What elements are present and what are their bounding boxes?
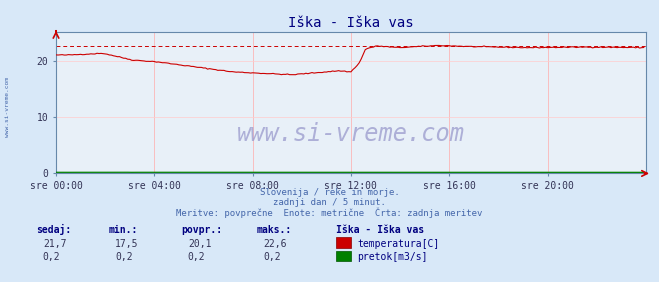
Text: 0,2: 0,2 — [264, 252, 281, 262]
Text: povpr.:: povpr.: — [181, 225, 222, 235]
Text: 22,6: 22,6 — [264, 239, 287, 249]
Text: temperatura[C]: temperatura[C] — [357, 239, 440, 249]
Text: zadnji dan / 5 minut.: zadnji dan / 5 minut. — [273, 198, 386, 207]
Text: Slovenija / reke in morje.: Slovenija / reke in morje. — [260, 188, 399, 197]
Text: Iška - Iška vas: Iška - Iška vas — [336, 225, 424, 235]
Text: sedaj:: sedaj: — [36, 224, 71, 235]
Text: 17,5: 17,5 — [115, 239, 139, 249]
Text: Meritve: povprečne  Enote: metrične  Črta: zadnja meritev: Meritve: povprečne Enote: metrične Črta:… — [177, 208, 482, 218]
Text: 0,2: 0,2 — [188, 252, 206, 262]
Title: Iška - Iška vas: Iška - Iška vas — [288, 16, 414, 30]
Text: pretok[m3/s]: pretok[m3/s] — [357, 252, 428, 262]
Text: 0,2: 0,2 — [43, 252, 61, 262]
Text: 0,2: 0,2 — [115, 252, 133, 262]
Text: 20,1: 20,1 — [188, 239, 212, 249]
Text: maks.:: maks.: — [257, 225, 292, 235]
Text: 21,7: 21,7 — [43, 239, 67, 249]
Text: min.:: min.: — [109, 225, 138, 235]
Text: www.si-vreme.com: www.si-vreme.com — [237, 122, 465, 146]
Text: www.si-vreme.com: www.si-vreme.com — [5, 77, 11, 137]
